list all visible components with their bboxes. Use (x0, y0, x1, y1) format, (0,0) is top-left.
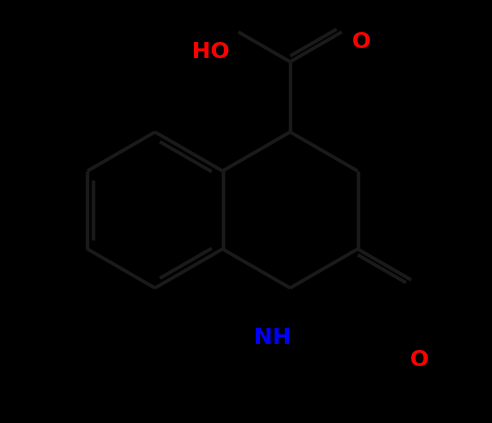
Text: O: O (352, 32, 371, 52)
Text: O: O (410, 350, 429, 370)
Text: HO: HO (192, 42, 230, 62)
Text: NH: NH (253, 328, 290, 348)
